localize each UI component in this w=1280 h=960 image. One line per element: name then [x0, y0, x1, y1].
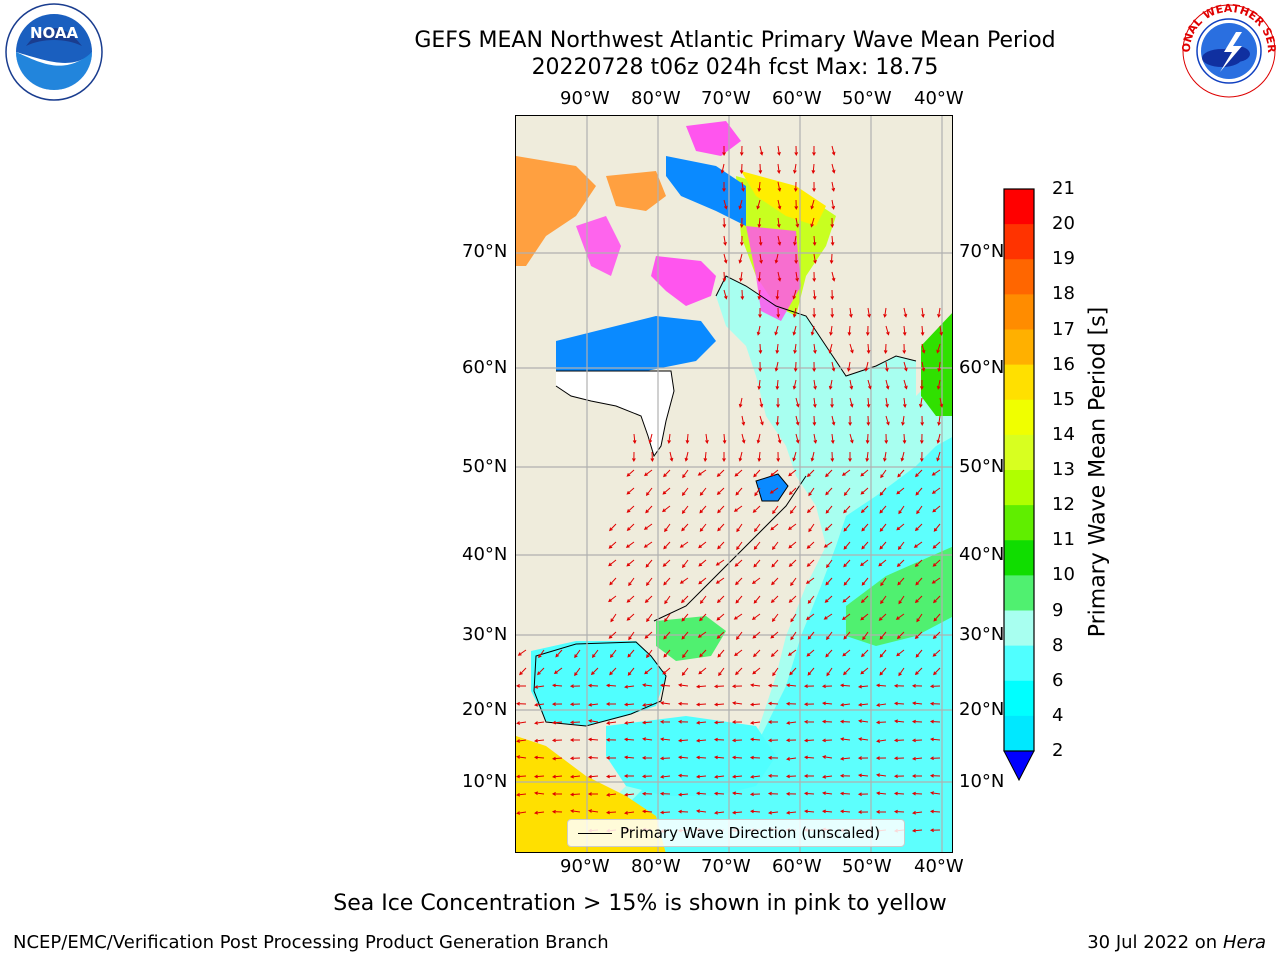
lat-label-left: 60°N [462, 357, 507, 378]
ocean-caribbean [606, 716, 776, 796]
colorbar-segment [1004, 470, 1034, 506]
map-caption: Sea Ice Concentration > 15% is shown in … [0, 891, 1280, 916]
lon-label-bottom: 60°W [772, 856, 822, 877]
colorbar-tick-label: 20 [1052, 213, 1075, 234]
lon-label-top: 40°W [914, 88, 964, 109]
map-panel: Primary Wave Direction (unscaled) [515, 115, 953, 853]
chart-title: GEFS MEAN Northwest Atlantic Primary Wav… [0, 28, 1280, 54]
colorbar-segment [1004, 224, 1034, 260]
colorbar-segment [1004, 330, 1034, 366]
lat-label-left: 20°N [462, 699, 507, 720]
map-legend: Primary Wave Direction (unscaled) [567, 819, 905, 847]
colorbar-tick-label: 6 [1052, 670, 1063, 691]
colorbar-tick-label: 15 [1052, 389, 1075, 410]
legend-label: Primary Wave Direction (unscaled) [620, 824, 880, 842]
lat-label-right: 10°N [959, 771, 1004, 792]
colorbar-tick-label: 17 [1052, 319, 1075, 340]
colorbar-tick-label: 10 [1052, 564, 1075, 585]
lat-label-right: 60°N [959, 357, 1004, 378]
colorbar-segment [1004, 400, 1034, 436]
legend-line-icon [578, 833, 612, 834]
colorbar-tick-label: 9 [1052, 600, 1063, 621]
colorbar-tick-label: 2 [1052, 740, 1063, 761]
lon-label-top: 50°W [842, 88, 892, 109]
colorbar-segment [1004, 365, 1034, 401]
lat-label-left: 50°N [462, 456, 507, 477]
map-canvas [516, 116, 953, 853]
colorbar-tick-label: 13 [1052, 459, 1075, 480]
lon-label-bottom: 80°W [631, 856, 681, 877]
footer-credit: NCEP/EMC/Verification Post Processing Pr… [13, 932, 609, 953]
colorbar-segment [1004, 435, 1034, 471]
lat-label-right: 50°N [959, 456, 1004, 477]
colorbar-tick-label: 8 [1052, 635, 1063, 656]
colorbar-segment [1004, 575, 1034, 611]
colorbar [1003, 188, 1037, 784]
colorbar-segment [1004, 716, 1034, 752]
lon-label-top: 80°W [631, 88, 681, 109]
footer-host: Hera [1223, 932, 1266, 953]
colorbar-tick-label: 14 [1052, 424, 1075, 445]
colorbar-segment [1004, 259, 1034, 295]
footer-date: 30 Jul 2022 on Hera [1087, 932, 1266, 953]
lat-label-right: 40°N [959, 544, 1004, 565]
noaa-logo-text: NOAA [30, 24, 79, 42]
chart-subtitle: 20220728 t06z 024h fcst Max: 18.75 [0, 55, 1280, 81]
colorbar-tick-label: 12 [1052, 494, 1075, 515]
colorbar-label: Primary Wave Mean Period [s] [1086, 307, 1111, 638]
nws-logo-icon: NATIONAL WEATHER SERVICE [1180, 2, 1278, 100]
colorbar-segment [1004, 540, 1034, 576]
lat-label-left: 10°N [462, 771, 507, 792]
colorbar-segment [1004, 505, 1034, 541]
colorbar-segment [1004, 646, 1034, 682]
colorbar-tick-label: 16 [1052, 354, 1075, 375]
lat-label-right: 30°N [959, 624, 1004, 645]
colorbar-segment [1004, 189, 1034, 225]
lon-label-top: 60°W [772, 88, 822, 109]
lat-label-left: 40°N [462, 544, 507, 565]
lon-label-bottom: 40°W [914, 856, 964, 877]
lon-label-top: 90°W [560, 88, 610, 109]
colorbar-segment [1004, 681, 1034, 717]
lon-label-top: 70°W [701, 88, 751, 109]
lon-label-bottom: 90°W [560, 856, 610, 877]
colorbar-segment [1004, 611, 1034, 647]
colorbar-tick-label: 18 [1052, 283, 1075, 304]
lat-label-right: 20°N [959, 699, 1004, 720]
colorbar-tick-label: 21 [1052, 178, 1075, 199]
colorbar-tick-label: 11 [1052, 529, 1075, 550]
lon-label-bottom: 50°W [842, 856, 892, 877]
colorbar-tick-label: 19 [1052, 248, 1075, 269]
colorbar-segment [1004, 294, 1034, 330]
noaa-logo-icon: NOAA [4, 2, 104, 102]
lat-label-right: 70°N [959, 241, 1004, 262]
lat-label-left: 30°N [462, 624, 507, 645]
lon-label-bottom: 70°W [701, 856, 751, 877]
lat-label-left: 70°N [462, 241, 507, 262]
colorbar-tick-label: 4 [1052, 705, 1063, 726]
